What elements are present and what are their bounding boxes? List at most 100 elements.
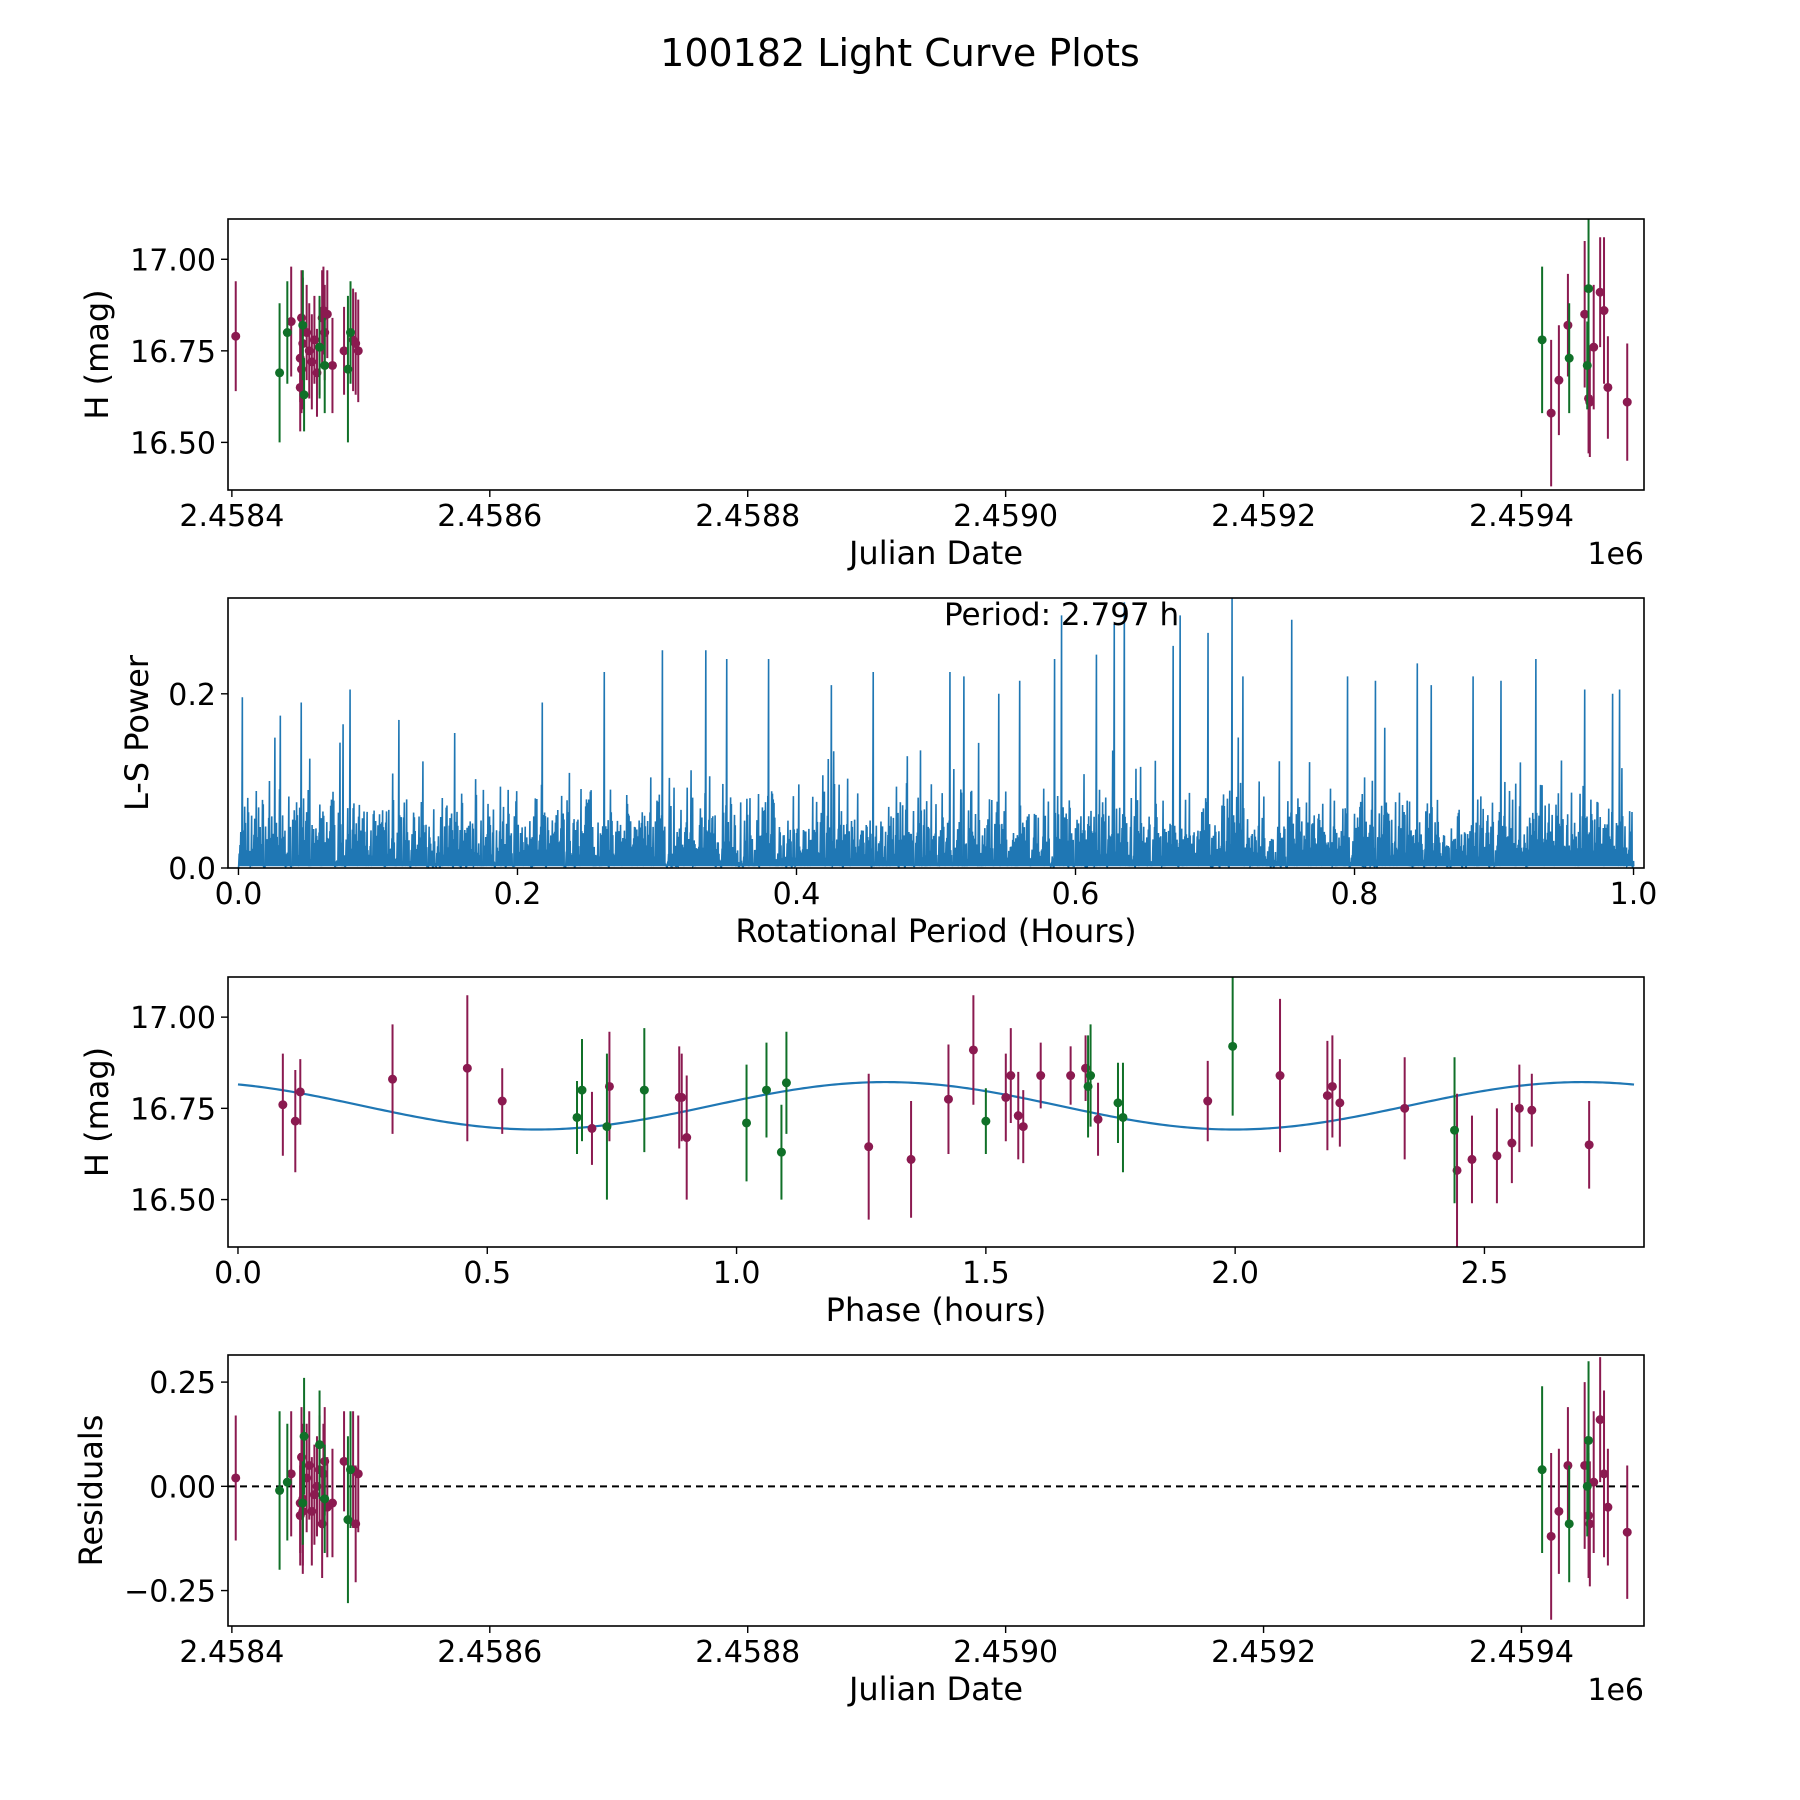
data-point	[315, 342, 325, 352]
x-tick-label: 0.0	[215, 877, 263, 912]
data-point	[761, 1085, 771, 1095]
data-point	[339, 346, 349, 356]
y-tick-label: 16.75	[130, 1092, 216, 1127]
data-point	[1118, 1112, 1128, 1122]
data-point	[1546, 1531, 1556, 1541]
data-point	[388, 1074, 398, 1084]
data-point	[1563, 1460, 1573, 1470]
data-point	[282, 1477, 292, 1487]
x-tick-label: 0.4	[773, 877, 821, 912]
series-band-g	[275, 1361, 1594, 1604]
figure-title: 100182 Light Curve Plots	[660, 31, 1140, 75]
y-tick-label: 17.00	[130, 1001, 216, 1036]
x-tick-label: 0.2	[494, 877, 542, 912]
data-point	[315, 1440, 325, 1450]
data-point	[1066, 1071, 1076, 1081]
data-point	[1595, 287, 1605, 297]
plot-area	[231, 219, 1632, 487]
data-point	[1275, 1071, 1285, 1081]
data-point	[1603, 1502, 1613, 1512]
x-tick-label: 2.4594	[1469, 1635, 1574, 1670]
series-band-g	[275, 219, 1594, 443]
panel-lightcurve: 2.4584 2.4586 2.4588 2.4590 2.4592 2.4594 16.5…	[78, 218, 1645, 572]
x-tick-label: 2.4584	[179, 1635, 284, 1670]
panel-periodogram: Period: 2.797 h 0.0 0.2 0.4 0.6 0.8 1.0 0.0 0.2 R…	[118, 597, 1657, 950]
y-tick-label: 16.75	[130, 335, 216, 370]
y-tick-label: 0.00	[149, 1470, 216, 1505]
data-point	[1537, 335, 1547, 345]
data-point	[298, 320, 308, 330]
data-point	[286, 1469, 296, 1479]
data-point	[587, 1123, 597, 1133]
axes-frame	[227, 976, 1645, 1248]
data-point	[776, 1147, 786, 1157]
data-point	[1554, 375, 1564, 385]
data-point	[864, 1142, 874, 1152]
data-point	[1018, 1122, 1028, 1132]
data-point	[639, 1085, 649, 1095]
y-axis-label: H (mag)	[78, 289, 116, 419]
data-point	[602, 1122, 612, 1132]
plot-area	[237, 598, 1635, 868]
periodogram-line	[237, 598, 1635, 868]
axes-frame	[227, 597, 1645, 869]
y-axis-label: Residuals	[72, 1415, 110, 1567]
data-point	[320, 360, 330, 370]
data-point	[231, 331, 241, 341]
data-point	[1599, 1469, 1609, 1479]
x-tick-label: 1.0	[1610, 877, 1658, 912]
data-point	[981, 1116, 991, 1126]
data-point	[1589, 1477, 1599, 1487]
panel-residuals: 2.4584 2.4586 2.4588 2.4590 2.4592 2.4594 −0.2…	[72, 1354, 1645, 1708]
data-point	[282, 328, 292, 338]
data-point	[286, 317, 296, 327]
x-tick-label: 2.4588	[695, 1635, 800, 1670]
data-point	[1001, 1092, 1011, 1102]
data-point	[1584, 1140, 1594, 1150]
data-point	[320, 1494, 330, 1504]
x-axis-label: Julian Date	[847, 534, 1023, 572]
series-band-r	[278, 995, 1594, 1247]
x-tick-label: 2.4586	[437, 1635, 542, 1670]
data-point	[1327, 1081, 1337, 1091]
y-axis-label: H (mag)	[78, 1047, 116, 1177]
x-tick-label: 2.4590	[953, 499, 1058, 534]
data-point	[1563, 320, 1573, 330]
x-tick-label: 2.4594	[1469, 499, 1574, 534]
data-point	[1599, 306, 1609, 316]
data-point	[462, 1063, 472, 1073]
x-axis-label: Rotational Period (Hours)	[735, 912, 1136, 950]
y-tick-label: 0.2	[168, 678, 216, 713]
data-point	[1584, 1435, 1594, 1445]
data-point	[1507, 1138, 1517, 1148]
x-tick-label: 2.4592	[1211, 499, 1316, 534]
data-point	[1400, 1103, 1410, 1113]
data-point	[1554, 1506, 1564, 1516]
data-point	[327, 360, 337, 370]
data-point	[968, 1045, 978, 1055]
period-annotation: Period: 2.797 h	[944, 597, 1179, 633]
x-tick-label: 0.0	[214, 1256, 262, 1291]
plot-area	[228, 1357, 1644, 1620]
data-point	[275, 1486, 285, 1495]
data-point	[1622, 397, 1632, 407]
data-point	[572, 1112, 582, 1122]
data-point	[1595, 1415, 1605, 1425]
data-point	[1527, 1105, 1537, 1115]
data-point	[1492, 1151, 1502, 1161]
x-offset-label: 1e6	[1587, 537, 1644, 572]
x-tick-label: 0.5	[463, 1256, 511, 1291]
data-point	[353, 1469, 363, 1479]
data-point	[290, 1116, 300, 1126]
data-point	[339, 1456, 349, 1466]
data-point	[1093, 1114, 1103, 1124]
x-tick-label: 1.5	[962, 1256, 1010, 1291]
data-point	[1580, 309, 1590, 319]
data-point	[1006, 1071, 1016, 1081]
data-point	[1582, 360, 1592, 370]
data-point	[1582, 1481, 1592, 1491]
panel-phased: 0.0 0.5 1.0 1.5 2.0 2.5 16.50 16.75 17.00 Phase (…	[78, 976, 1645, 1329]
x-tick-label: 2.4590	[953, 1635, 1058, 1670]
data-point	[322, 309, 332, 319]
